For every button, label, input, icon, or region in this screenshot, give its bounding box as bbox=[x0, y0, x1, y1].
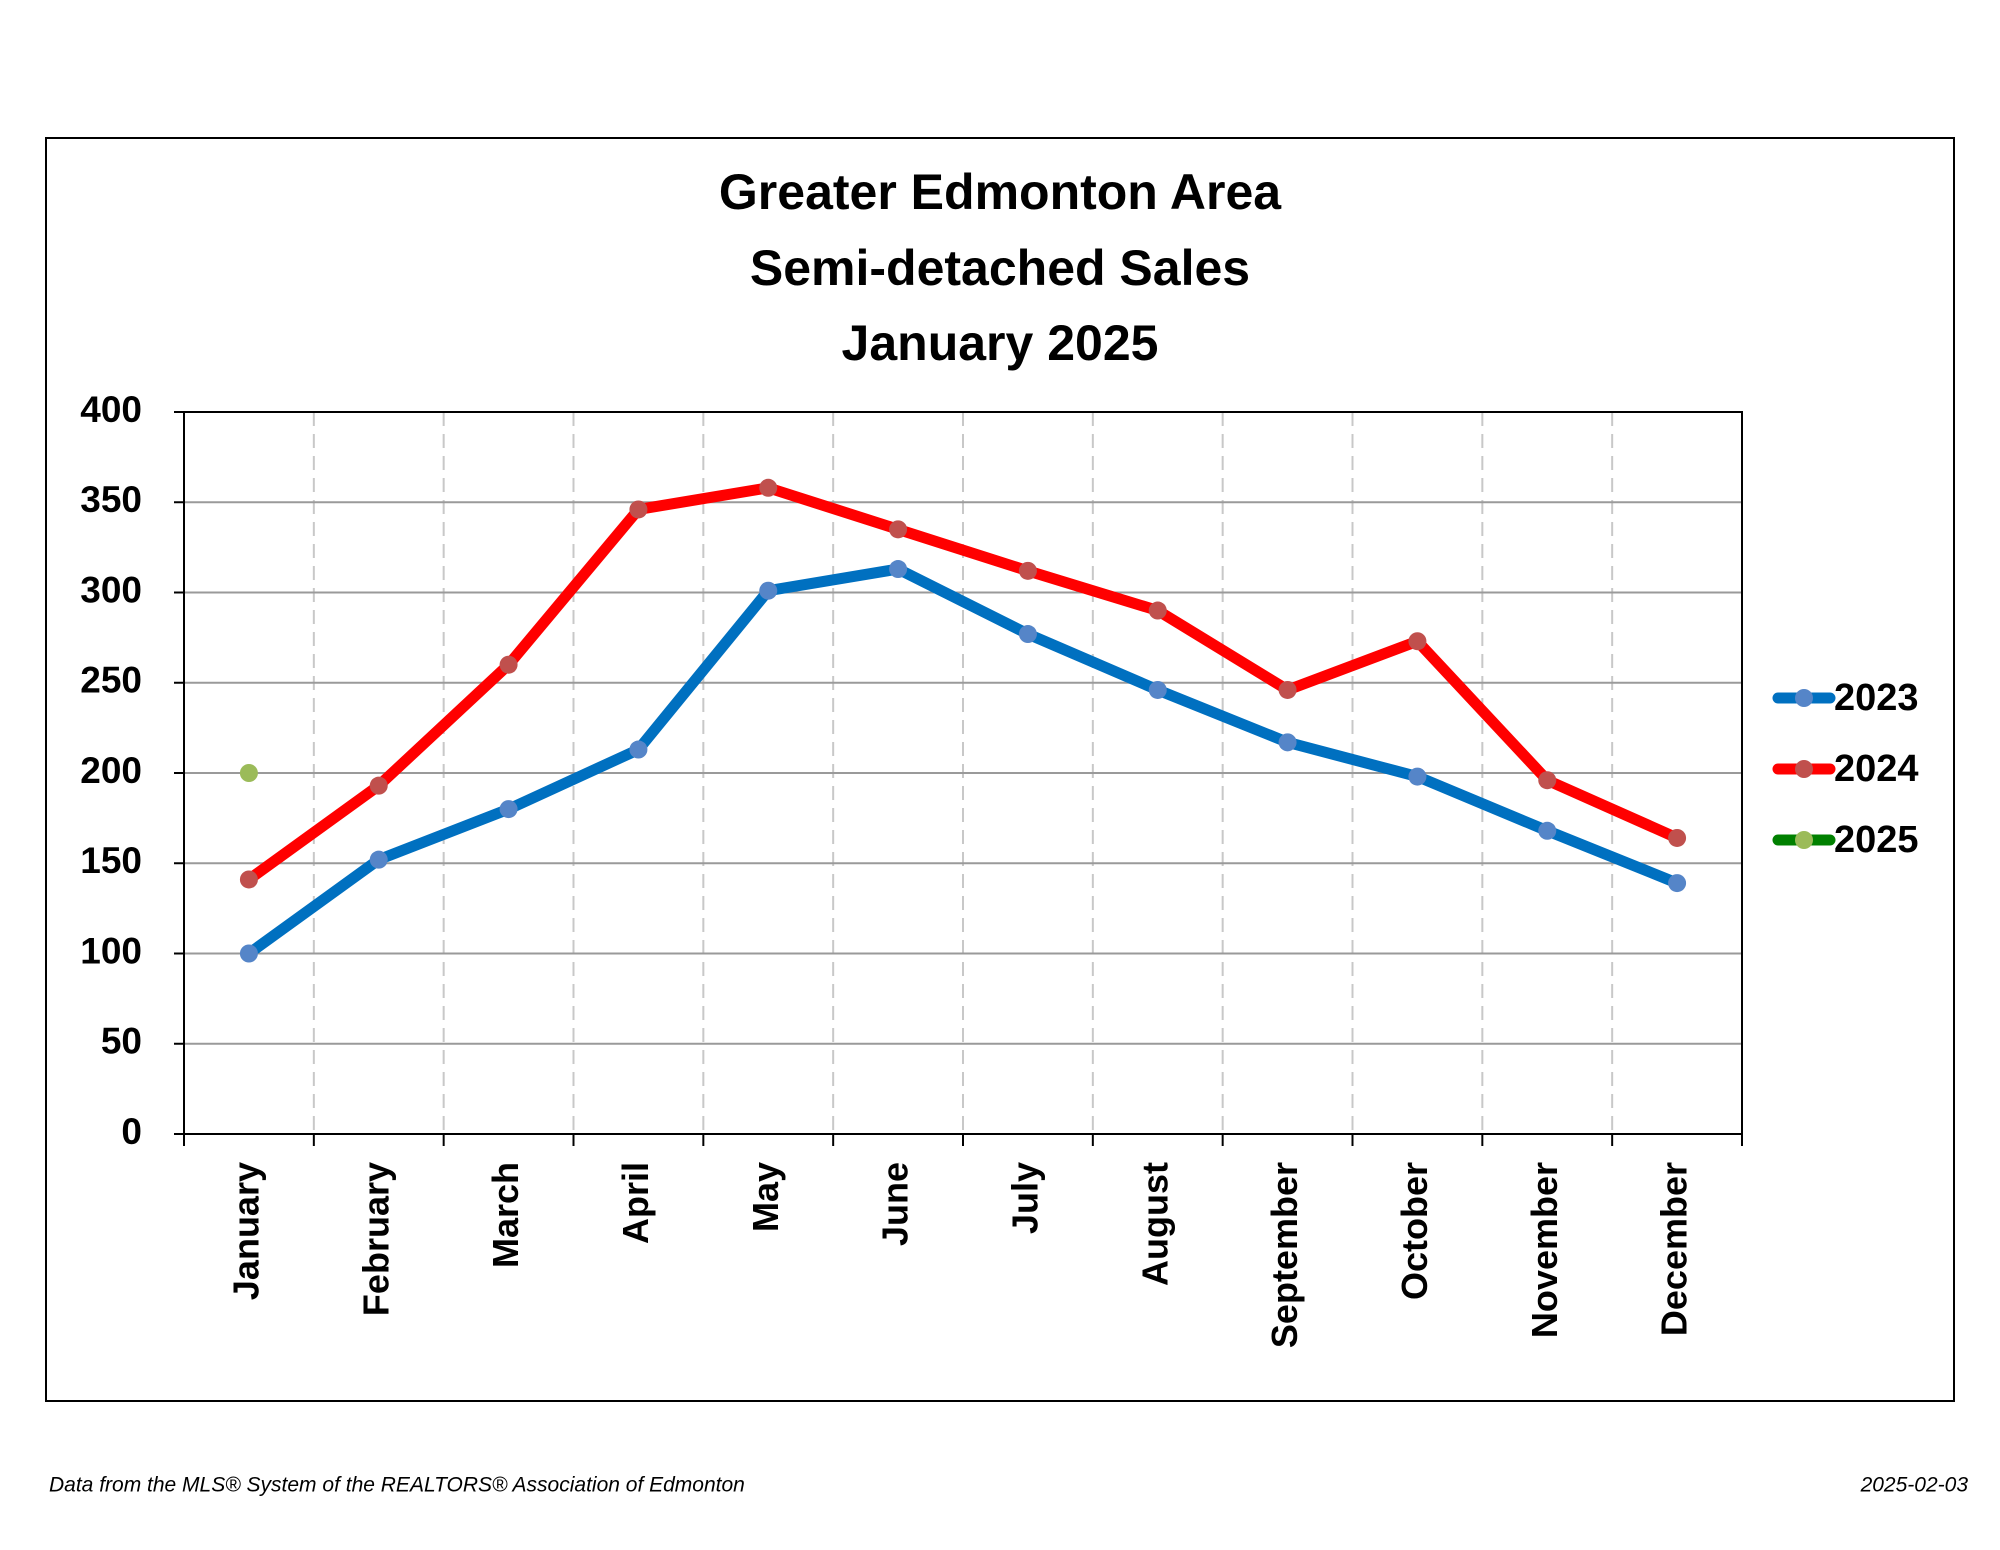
data-point bbox=[889, 520, 908, 539]
y-tick-label: 400 bbox=[80, 389, 142, 430]
data-point bbox=[1408, 632, 1427, 651]
data-point bbox=[1278, 680, 1297, 699]
data-point bbox=[1538, 771, 1557, 790]
data-point bbox=[369, 850, 388, 869]
data-point bbox=[239, 870, 258, 889]
legend-label: 2024 bbox=[1834, 748, 1919, 790]
data-point bbox=[629, 740, 648, 759]
data-point bbox=[499, 655, 518, 674]
data-point bbox=[239, 764, 258, 782]
x-tick-label: October bbox=[1394, 1162, 1435, 1300]
data-point bbox=[629, 500, 648, 519]
chart-frame bbox=[45, 137, 1955, 1402]
data-point bbox=[1278, 733, 1297, 752]
x-tick-label: March bbox=[485, 1162, 526, 1268]
x-tick-label: July bbox=[1004, 1162, 1045, 1234]
data-point bbox=[1408, 767, 1427, 786]
x-tick-label: January bbox=[225, 1162, 266, 1300]
x-tick-label: February bbox=[355, 1162, 396, 1316]
x-tick-label: December bbox=[1654, 1162, 1695, 1336]
chart-title: January 2025 bbox=[842, 315, 1159, 371]
footer-date: 2025-02-03 bbox=[1860, 1474, 1969, 1497]
data-point bbox=[1538, 821, 1557, 840]
legend-marker bbox=[1795, 831, 1813, 849]
x-tick-label: May bbox=[745, 1162, 786, 1232]
y-tick-label: 300 bbox=[80, 569, 142, 610]
chart-title: Greater Edmonton Area bbox=[719, 164, 1282, 220]
data-point bbox=[1148, 601, 1167, 620]
legend-label: 2025 bbox=[1834, 819, 1919, 861]
chart-title: Semi-detached Sales bbox=[750, 240, 1250, 296]
data-point bbox=[1018, 625, 1037, 644]
data-point bbox=[889, 560, 908, 579]
data-point bbox=[499, 800, 518, 819]
x-tick-label: April bbox=[615, 1162, 656, 1244]
legend-marker bbox=[1795, 760, 1813, 778]
x-tick-label: August bbox=[1134, 1162, 1175, 1286]
data-point bbox=[369, 776, 388, 795]
series-line bbox=[243, 482, 1683, 885]
y-tick-label: 100 bbox=[80, 930, 142, 971]
data-point bbox=[239, 944, 258, 963]
data-point bbox=[759, 581, 778, 600]
footer-source: Data from the MLS® System of the REALTOR… bbox=[49, 1474, 745, 1497]
y-tick-label: 200 bbox=[80, 750, 142, 791]
data-point bbox=[1668, 828, 1687, 847]
x-tick-label: September bbox=[1264, 1162, 1305, 1348]
data-point bbox=[1668, 874, 1687, 893]
x-tick-label: November bbox=[1524, 1162, 1565, 1338]
y-tick-label: 150 bbox=[80, 840, 142, 881]
x-tick-label: June bbox=[875, 1162, 916, 1246]
y-tick-label: 0 bbox=[121, 1111, 142, 1152]
y-tick-label: 50 bbox=[101, 1021, 142, 1062]
series-line bbox=[243, 563, 1683, 959]
legend-marker bbox=[1795, 689, 1813, 707]
y-tick-label: 250 bbox=[80, 660, 142, 701]
data-point bbox=[1148, 680, 1167, 699]
y-tick-label: 350 bbox=[80, 479, 142, 520]
data-point bbox=[1018, 561, 1037, 580]
data-point bbox=[759, 478, 778, 497]
legend-label: 2023 bbox=[1834, 677, 1919, 719]
